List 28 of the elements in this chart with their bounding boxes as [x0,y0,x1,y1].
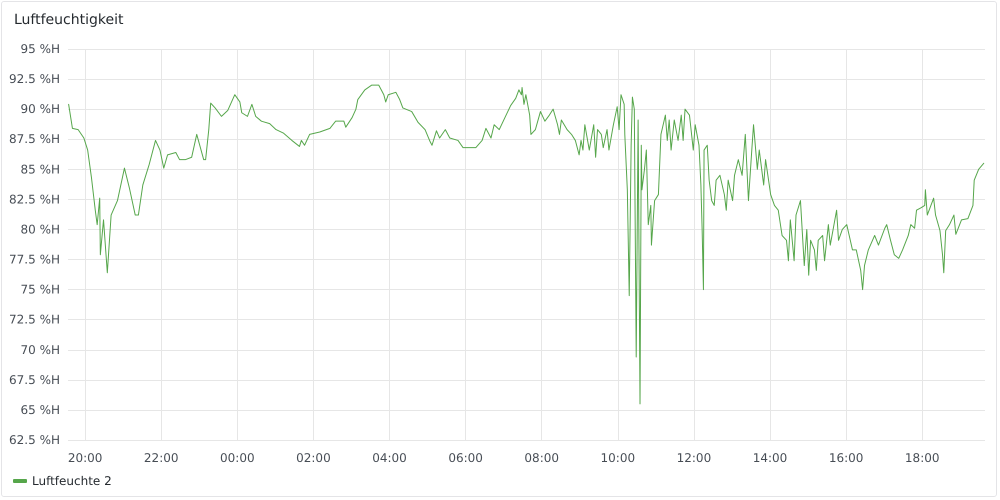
x-tick-label: 12:00 [676,451,712,465]
y-tick-label: 70 %H [20,342,60,357]
y-tick-label: 65 %H [20,402,60,417]
x-tick-label: 18:00 [904,451,940,465]
y-tick-label: 62.5 %H [9,433,60,447]
x-tick-label: 08:00 [524,451,560,465]
x-tick-label: 14:00 [752,451,788,465]
x-tick-label: 02:00 [296,451,331,465]
y-tick-label: 67.5 %H [9,372,60,387]
y-tick-label: 82.5 %H [9,192,60,206]
y-tick-label: 72.5 %H [9,312,60,327]
chart-title: Luftfeuchtigkeit [14,12,124,28]
y-tick-label: 77.5 %H [9,252,60,267]
x-tick-label: 20:00 [68,451,102,465]
x-tick-label: 16:00 [828,451,864,465]
y-tick-label: 87.5 %H [9,132,60,146]
y-tick-label: 80 %H [20,222,60,236]
x-tick-label: 10:00 [600,451,636,465]
y-tick-label: 85 %H [20,162,60,176]
y-tick-label: 92.5 %H [9,72,60,86]
x-tick-label: 04:00 [372,451,407,465]
legend-label: Luftfeuchte 2 [32,474,112,488]
y-tick-label: 90 %H [20,102,60,116]
y-tick-label: 75 %H [20,282,60,297]
y-tick-label: 95 %H [20,42,60,56]
x-tick-label: 00:00 [220,451,255,465]
x-tick-label: 06:00 [448,451,483,465]
x-tick-label: 22:00 [144,451,179,465]
